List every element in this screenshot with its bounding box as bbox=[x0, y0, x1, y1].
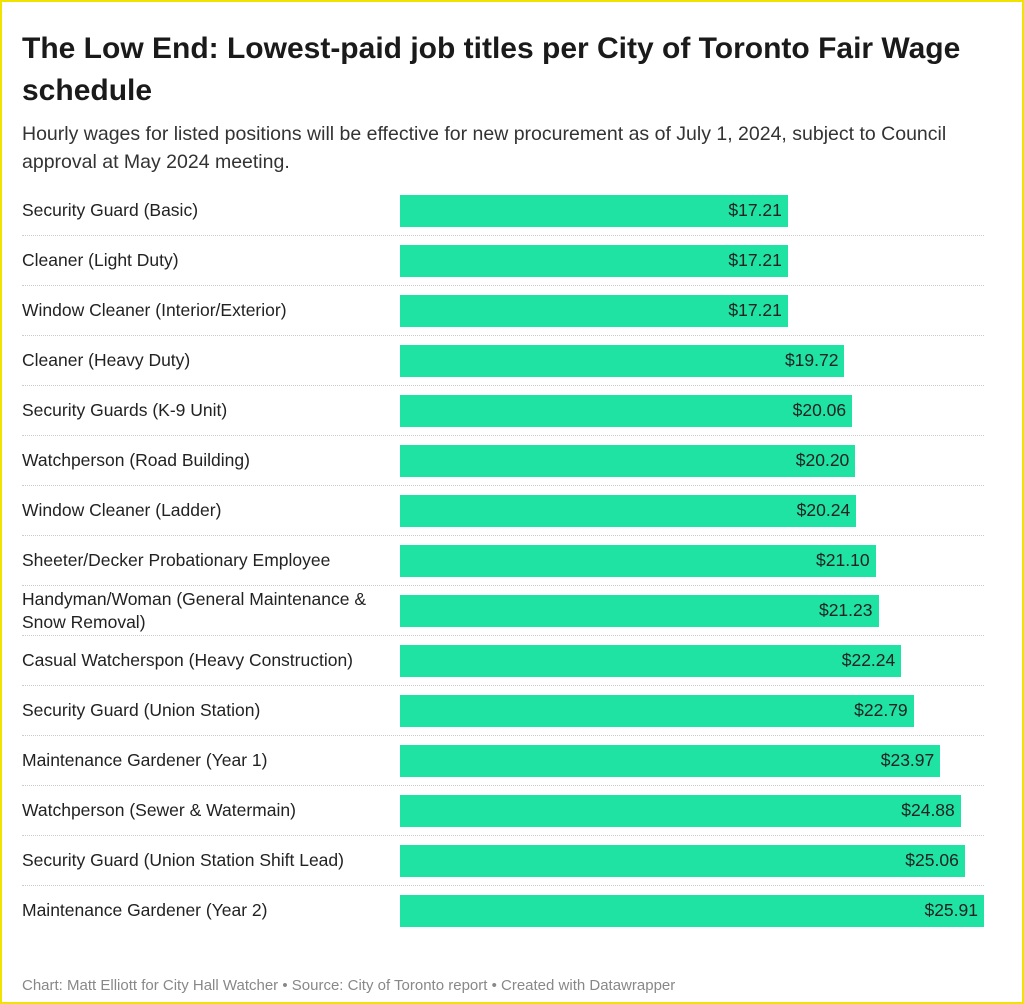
bar-row: Handyman/Woman (General Maintenance & Sn… bbox=[22, 586, 984, 636]
category-label: Security Guard (Basic) bbox=[22, 200, 199, 220]
bar: $21.23 bbox=[400, 594, 879, 627]
chart-subtitle: Hourly wages for listed positions will b… bbox=[22, 123, 947, 173]
bar-row: Security Guards (K-9 Unit) $20.06 bbox=[22, 386, 984, 436]
category-label: Security Guard (Union Station) bbox=[22, 700, 261, 720]
value-label: $20.20 bbox=[795, 450, 850, 470]
bar: $20.06 bbox=[400, 394, 853, 427]
bar: $17.21 bbox=[400, 294, 788, 327]
bar-row: Security Guard (Union Station Shift Lead… bbox=[22, 836, 984, 886]
value-label: $17.21 bbox=[728, 250, 782, 270]
bar-area: $19.72 bbox=[400, 344, 984, 377]
bar: $19.72 bbox=[400, 344, 845, 377]
bar-area: $21.23 bbox=[400, 594, 984, 627]
bar-row: Window Cleaner (Ladder) $20.24 bbox=[22, 486, 984, 536]
bar: $17.21 bbox=[400, 194, 788, 227]
value-label: $17.21 bbox=[728, 300, 782, 320]
value-label: $17.21 bbox=[728, 200, 782, 220]
category-label: Cleaner (Heavy Duty) bbox=[22, 350, 191, 370]
bar: $22.79 bbox=[400, 694, 914, 727]
bar-row: Cleaner (Light Duty) $17.21 bbox=[22, 236, 984, 286]
bar-row: Maintenance Gardener (Year 1) $23.97 bbox=[22, 736, 984, 786]
bar-area: $22.79 bbox=[400, 694, 984, 727]
value-label: $23.97 bbox=[880, 750, 935, 770]
value-label: $21.23 bbox=[818, 600, 873, 620]
category-label: Maintenance Gardener (Year 2) bbox=[22, 900, 268, 920]
bar-row: Watchperson (Sewer & Watermain) $24.88 bbox=[22, 786, 984, 836]
bar-area: $17.21 bbox=[400, 194, 984, 227]
bar-rows: Security Guard (Basic) $17.21 Cleaner (Lig… bbox=[22, 186, 984, 935]
value-label: $20.24 bbox=[796, 500, 851, 520]
category-label: Cleaner (Light Duty) bbox=[22, 250, 179, 270]
bar: $21.10 bbox=[400, 544, 876, 577]
value-label: $24.88 bbox=[901, 800, 955, 820]
value-label: $25.91 bbox=[924, 900, 978, 920]
bar: $20.24 bbox=[400, 494, 857, 527]
value-label: $22.79 bbox=[854, 700, 908, 720]
bar-row: Sheeter/Decker Probationary Employee $21.… bbox=[22, 536, 984, 586]
bar-area: $25.06 bbox=[400, 844, 984, 877]
bar-row: Window Cleaner (Interior/Exterior) $17.21 bbox=[22, 286, 984, 336]
bar-area: $17.21 bbox=[400, 294, 984, 327]
value-label: $25.06 bbox=[905, 850, 959, 870]
value-label: $19.72 bbox=[784, 350, 839, 370]
category-label: Watchperson (Sewer & Watermain) bbox=[22, 800, 296, 820]
category-label: Security Guards (K-9 Unit) bbox=[22, 400, 228, 420]
value-label: $22.24 bbox=[841, 650, 896, 670]
bar-area: $20.06 bbox=[400, 394, 984, 427]
bar-row: Security Guard (Basic) $17.21 bbox=[22, 186, 984, 236]
category-label: Security Guard (Union Station Shift Lead… bbox=[22, 850, 344, 870]
bar: $20.20 bbox=[400, 444, 856, 477]
bar: $22.24 bbox=[400, 644, 902, 677]
category-label: Window Cleaner (Ladder) bbox=[22, 500, 222, 520]
bar-area: $23.97 bbox=[400, 744, 984, 777]
bar-area: $20.20 bbox=[400, 444, 984, 477]
category-label: Sheeter/Decker Probationary Employee bbox=[22, 550, 331, 570]
chart-footer: Chart: Matt Elliott for City Hall Watche… bbox=[22, 977, 676, 994]
bar: $25.91 bbox=[400, 894, 984, 927]
category-label: Window Cleaner (Interior/Exterior) bbox=[22, 300, 287, 320]
chart-title: The Low End: Lowest-paid job titles per … bbox=[22, 32, 961, 107]
category-label: Watchperson (Road Building) bbox=[22, 450, 250, 470]
bar-area: $24.88 bbox=[400, 794, 984, 827]
bar-area: $21.10 bbox=[400, 544, 984, 577]
bar: $23.97 bbox=[400, 744, 941, 777]
bar-row: Security Guard (Union Station) $22.79 bbox=[22, 686, 984, 736]
value-label: $20.06 bbox=[792, 400, 847, 420]
bar-area: $17.21 bbox=[400, 244, 984, 277]
bar-row: Watchperson (Road Building) $20.20 bbox=[22, 436, 984, 486]
bar: $24.88 bbox=[400, 794, 961, 827]
bar-area: $20.24 bbox=[400, 494, 984, 527]
category-label: Maintenance Gardener (Year 1) bbox=[22, 750, 268, 770]
category-label: Handyman/Woman (General Maintenance & Sn… bbox=[22, 588, 367, 632]
value-label: $21.10 bbox=[816, 550, 870, 570]
bar-row: Maintenance Gardener (Year 2) $25.91 bbox=[22, 886, 984, 935]
bar-row: Casual Watcherspon (Heavy Construction) $… bbox=[22, 636, 984, 686]
bar: $25.06 bbox=[400, 844, 965, 877]
bar-area: $22.24 bbox=[400, 644, 984, 677]
bar-area: $25.91 bbox=[400, 894, 984, 927]
bar-row: Cleaner (Heavy Duty) $19.72 bbox=[22, 336, 984, 386]
category-label: Casual Watcherspon (Heavy Construction) bbox=[22, 650, 354, 670]
bar: $17.21 bbox=[400, 244, 788, 277]
